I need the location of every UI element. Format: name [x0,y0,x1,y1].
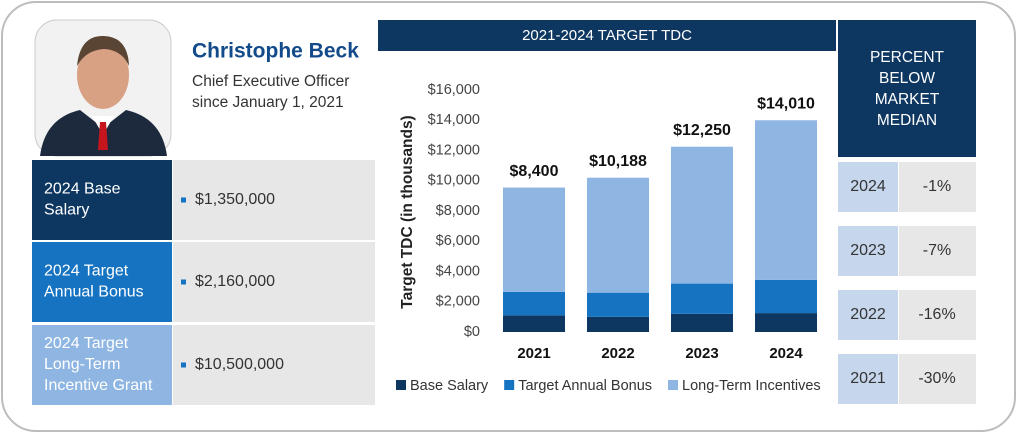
y-tick-label: $4,000 [436,263,480,279]
market-year: 2022 [850,306,886,323]
market-year: 2021 [850,370,886,387]
market-header-text: BELOW [879,70,935,87]
market-value-cell [899,162,976,212]
market-value: -1% [923,178,951,195]
bar-segment [755,120,817,280]
market-header-text: MARKET [875,91,940,108]
comp-value-cell [173,325,375,405]
market-year-cell [838,354,898,404]
bar-segment [671,283,733,314]
comp-value-cell [173,160,375,240]
comp-value: $1,350,000 [195,191,275,208]
legend-label: Long-Term Incentives [682,378,821,394]
bar-segment [587,177,649,293]
market-value-cell [899,226,976,276]
market-year-cell [838,162,898,212]
total-label: $14,010 [757,95,815,112]
market-value: -16% [918,306,955,323]
market-value: -7% [923,242,951,259]
bar-segment [503,291,565,316]
total-label: $12,250 [673,122,731,139]
legend-label: Base Salary [410,378,489,394]
y-tick-label: $14,000 [428,112,480,128]
comp-value: $10,500,000 [195,356,284,373]
chart-header [378,20,836,51]
bar-segment [503,187,565,292]
bar-segment [587,292,649,317]
exec-name: Christophe Beck [192,40,359,63]
x-tick-label: 2022 [601,345,634,362]
y-tick-label: $0 [464,324,480,340]
comp-label-cell [32,160,172,240]
comp-label: 2024 Target [44,263,129,280]
y-axis-label: Target TDC (in thousands) [399,115,416,308]
legend-swatch [504,380,515,390]
market-value-cell [899,354,976,404]
exec-title: since January 1, 2021 [192,94,344,111]
bar-segment [755,279,817,314]
y-tick-label: $8,000 [436,203,480,219]
market-year-cell [838,226,898,276]
bullet [181,362,186,368]
y-tick-label: $12,000 [428,142,480,158]
comp-value: $2,160,000 [195,273,275,290]
chart-title: 2021-2024 TARGET TDC [522,27,692,44]
bar-segment [671,146,733,284]
comp-label: Long-Term [44,356,120,373]
comp-label-cell [32,242,172,322]
comp-label: 2024 Base [44,181,121,198]
y-tick-label: $16,000 [428,82,480,98]
x-tick-label: 2023 [685,345,718,362]
market-year-cell [838,290,898,340]
market-value-cell [899,290,976,340]
market-value: -30% [918,370,955,387]
market-year: 2023 [850,242,886,259]
y-tick-label: $10,000 [428,173,480,189]
market-header [838,20,976,157]
comp-value-cell [173,242,375,322]
comp-label: 2024 Target [44,335,129,352]
bullet [181,197,186,203]
bar-segment [755,313,817,332]
legend-swatch [396,380,406,390]
comp-label-cell [32,325,172,405]
bar-segment [671,313,733,332]
x-tick-label: 2024 [769,345,803,362]
y-tick-label: $2,000 [436,294,480,310]
legend-swatch [668,380,679,390]
bar-segment [587,316,649,332]
y-tick-label: $6,000 [436,233,480,249]
market-year: 2024 [850,178,886,195]
comp-label: Incentive Grant [44,377,153,394]
total-label: $10,188 [589,153,647,170]
comp-label: Annual Bonus [44,284,144,301]
bullet [181,279,186,285]
market-header-text: PERCENT [870,49,945,66]
x-tick-label: 2021 [517,345,550,362]
legend-label: Target Annual Bonus [518,378,652,394]
total-label: $8,400 [510,163,559,180]
bar-segment [503,315,565,332]
portrait [34,19,172,157]
exec-title: Chief Executive Officer [192,73,349,90]
market-header-text: MEDIAN [877,112,937,129]
comp-label: Salary [44,202,89,219]
